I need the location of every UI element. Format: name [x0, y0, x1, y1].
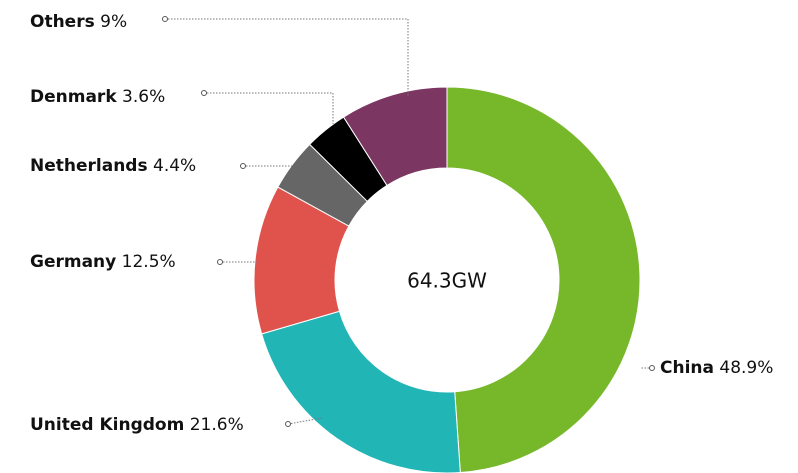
slice-label: United Kingdom 21.6% — [30, 415, 244, 435]
leader-dot — [217, 259, 223, 265]
slice-label: China 48.9% — [660, 358, 773, 378]
leader-dot — [240, 163, 246, 169]
leader-dot — [201, 90, 207, 96]
category-name: Netherlands — [30, 156, 148, 176]
slice-label: Germany 12.5% — [30, 252, 176, 272]
value-label: 3.6% — [122, 87, 165, 107]
slice-label: Netherlands 4.4% — [30, 156, 196, 176]
category-name: United Kingdom — [30, 415, 184, 435]
slice — [446, 86, 641, 473]
category-name: Denmark — [30, 87, 117, 107]
value-label: 21.6% — [190, 415, 244, 435]
slice — [342, 86, 448, 187]
leader-dot — [285, 421, 291, 427]
value-label: 12.5% — [122, 252, 176, 272]
leader-line — [165, 18, 409, 97]
value-label: 48.9% — [719, 358, 773, 378]
leader-dot — [649, 365, 655, 371]
category-name: Others — [30, 12, 95, 32]
slice-label: Denmark 3.6% — [30, 87, 165, 107]
slice — [261, 310, 461, 473]
leader-line — [204, 92, 334, 124]
value-label: 4.4% — [153, 156, 196, 176]
value-label: 9% — [100, 12, 127, 32]
category-name: China — [660, 358, 714, 378]
leader-dot — [162, 16, 168, 22]
slice-label: Others 9% — [30, 12, 127, 32]
category-name: Germany — [30, 252, 116, 272]
center-label: 64.3GW — [407, 269, 487, 293]
